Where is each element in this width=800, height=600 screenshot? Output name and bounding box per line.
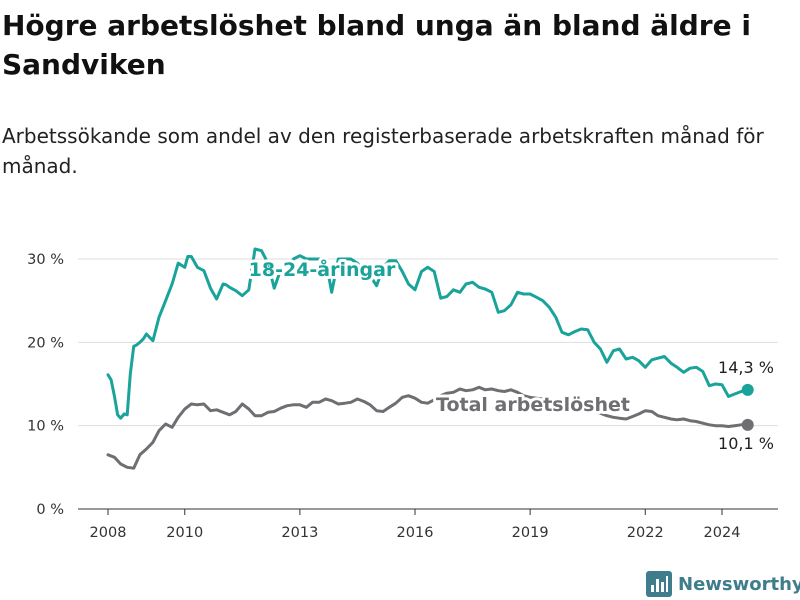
y-tick-label: 30 % bbox=[27, 252, 64, 268]
axes: 0 % 10 % 20 % 30 % 2008 2010 2013 2016 2019 2022 2… bbox=[27, 252, 778, 541]
chart-title: Högre arbetslöshet bland unga än bland ä… bbox=[2, 9, 751, 81]
x-tick-label: 2019 bbox=[512, 525, 549, 541]
newsworthy-logo: Newsworthy bbox=[646, 570, 800, 598]
end-value-label-youth: 14,3 % bbox=[718, 358, 774, 377]
series-lines bbox=[106, 247, 754, 470]
series-line-total bbox=[106, 385, 750, 470]
x-tick-label: 2022 bbox=[627, 525, 664, 541]
end-value-label-total: 10,1 % bbox=[718, 434, 774, 453]
gridlines bbox=[78, 258, 778, 427]
x-tick-label: 2008 bbox=[90, 525, 127, 541]
x-tick-label: 2016 bbox=[397, 525, 434, 541]
brand-name: Newsworthy bbox=[678, 573, 800, 595]
series-label-total: Total arbetslöshet bbox=[436, 394, 630, 416]
series-line-youth bbox=[106, 247, 750, 420]
y-tick-label: 0 % bbox=[36, 502, 64, 518]
y-tick-label: 10 % bbox=[27, 419, 64, 435]
x-tick-label: 2024 bbox=[704, 525, 741, 541]
end-point-total bbox=[741, 418, 754, 431]
x-tick-label: 2013 bbox=[281, 525, 318, 541]
series-labels: 18-24-åringar Total arbetslöshet 14,3 % 10,… bbox=[246, 254, 774, 453]
bar-chart-logo-icon bbox=[646, 571, 672, 597]
end-point-youth bbox=[741, 383, 754, 396]
series-label-youth: 18-24-åringar bbox=[249, 257, 396, 281]
y-tick-label: 20 % bbox=[27, 335, 64, 351]
chart-subtitle: Arbetssökande som andel av den registerb… bbox=[2, 124, 764, 178]
x-tick-label: 2010 bbox=[166, 525, 203, 541]
